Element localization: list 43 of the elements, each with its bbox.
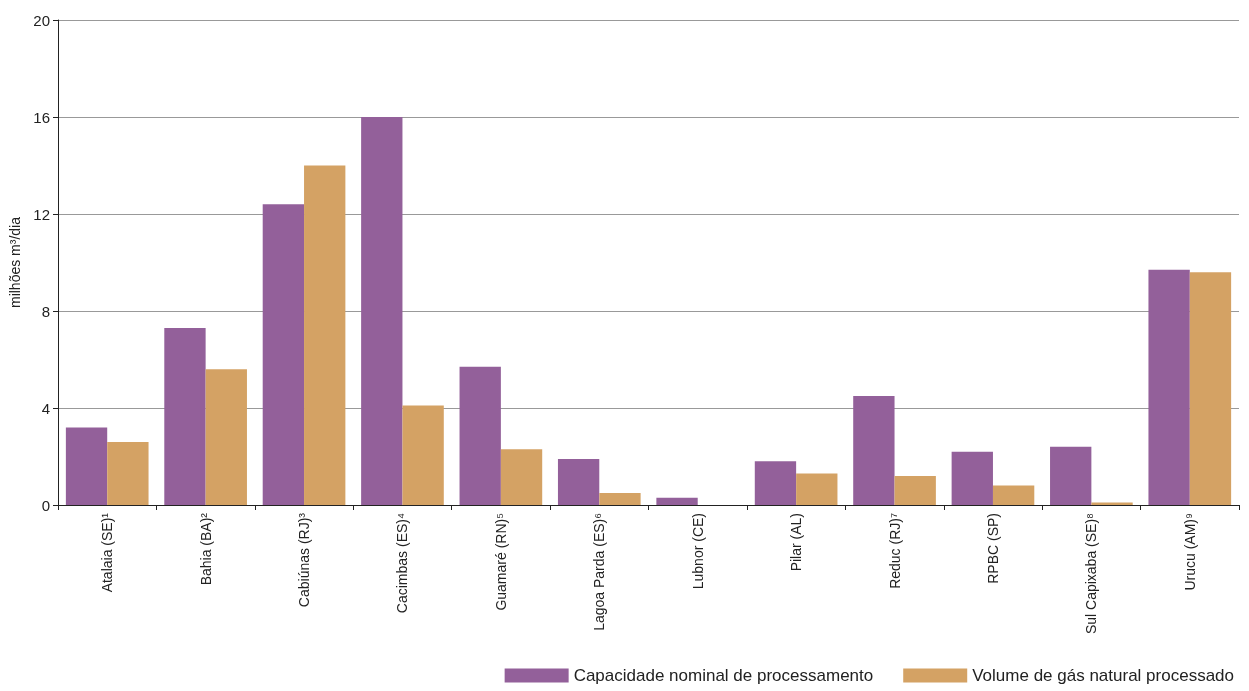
x-tick-label: RPBC (SP): [984, 513, 1001, 584]
bar: [796, 473, 838, 505]
x-tick-label: Urucu (AM)⁹: [1181, 513, 1198, 591]
x-tick-label: Reduc (RJ)⁷: [886, 513, 903, 589]
bar: [402, 405, 444, 505]
bar: [262, 204, 305, 505]
y-axis-title: milhões m³/dia: [7, 216, 23, 309]
bar: [951, 451, 993, 505]
bar: [992, 485, 1035, 505]
y-tick-label: 20: [33, 11, 50, 29]
x-tick-label: Lagoa Parda (ES)⁶: [591, 513, 608, 631]
x-tick-label: Cabiúnas (RJ)³: [296, 512, 313, 608]
y-tick-label: 8: [41, 302, 50, 320]
bar: [1050, 446, 1092, 505]
bar: [853, 395, 895, 505]
bar: [1189, 272, 1232, 505]
bar: [361, 117, 403, 505]
x-tick-label: Pilar (AL): [788, 513, 805, 572]
bar: [894, 475, 936, 505]
bar: [1148, 269, 1190, 505]
bar: [205, 369, 247, 505]
y-tick-label: 0: [41, 496, 50, 514]
bar: [304, 165, 346, 505]
x-tick-label: Guamaré (RN)⁵: [492, 513, 509, 611]
bar: [459, 366, 501, 505]
y-tick-label: 4: [41, 399, 50, 417]
bar: [107, 441, 149, 505]
bar: [65, 427, 108, 505]
bar: [500, 449, 543, 505]
bar: [754, 461, 797, 505]
x-tick-label: Sul Capixaba (SE)⁸: [1083, 512, 1100, 635]
x-tick-label: Cacimbas (ES)⁴: [394, 513, 411, 614]
bar: [656, 497, 698, 505]
x-tick-label: Atalaia (SE)¹: [99, 512, 116, 593]
x-tick-label: Bahia (BA)²: [197, 512, 214, 586]
bar: [557, 458, 600, 505]
legend-label: Volume de gás natural processado: [972, 666, 1235, 685]
x-tick-label: Lubnor (CE): [689, 513, 706, 590]
y-tick-label: 12: [33, 205, 50, 223]
legend-label: Capacidade nominal de processamento: [573, 666, 874, 685]
bar: [164, 327, 206, 505]
y-tick-label: 16: [33, 108, 50, 126]
bar: [599, 492, 641, 505]
